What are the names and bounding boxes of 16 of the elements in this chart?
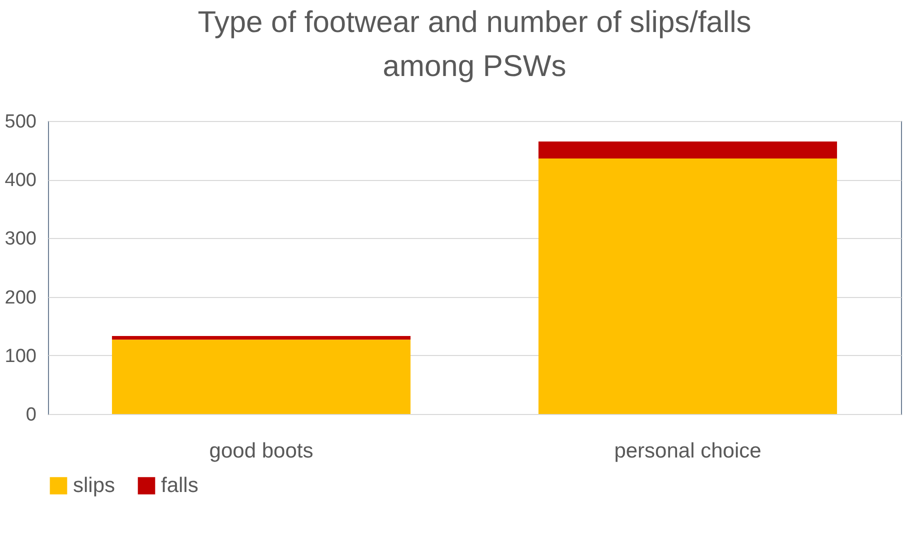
y-tick-label: 0 (26, 404, 36, 426)
y-tick-label: 100 (4, 346, 36, 367)
y-tick-label: 500 (4, 112, 36, 132)
bar (538, 158, 838, 414)
y-tick-label: 300 (4, 228, 36, 250)
text: Type of footwear and number of slips/falls (198, 6, 752, 39)
text: among PSWs (382, 50, 566, 83)
y-tick-label: 200 (4, 287, 36, 308)
x-tick-label: personal choice (614, 440, 762, 462)
bar (112, 336, 411, 340)
legend-label: slips (73, 474, 116, 497)
x-tick-label: good boots (209, 440, 314, 462)
y-tick-label: 400 (4, 170, 36, 192)
bar (112, 340, 411, 414)
legend-label: falls (161, 474, 198, 497)
bar (538, 142, 838, 159)
